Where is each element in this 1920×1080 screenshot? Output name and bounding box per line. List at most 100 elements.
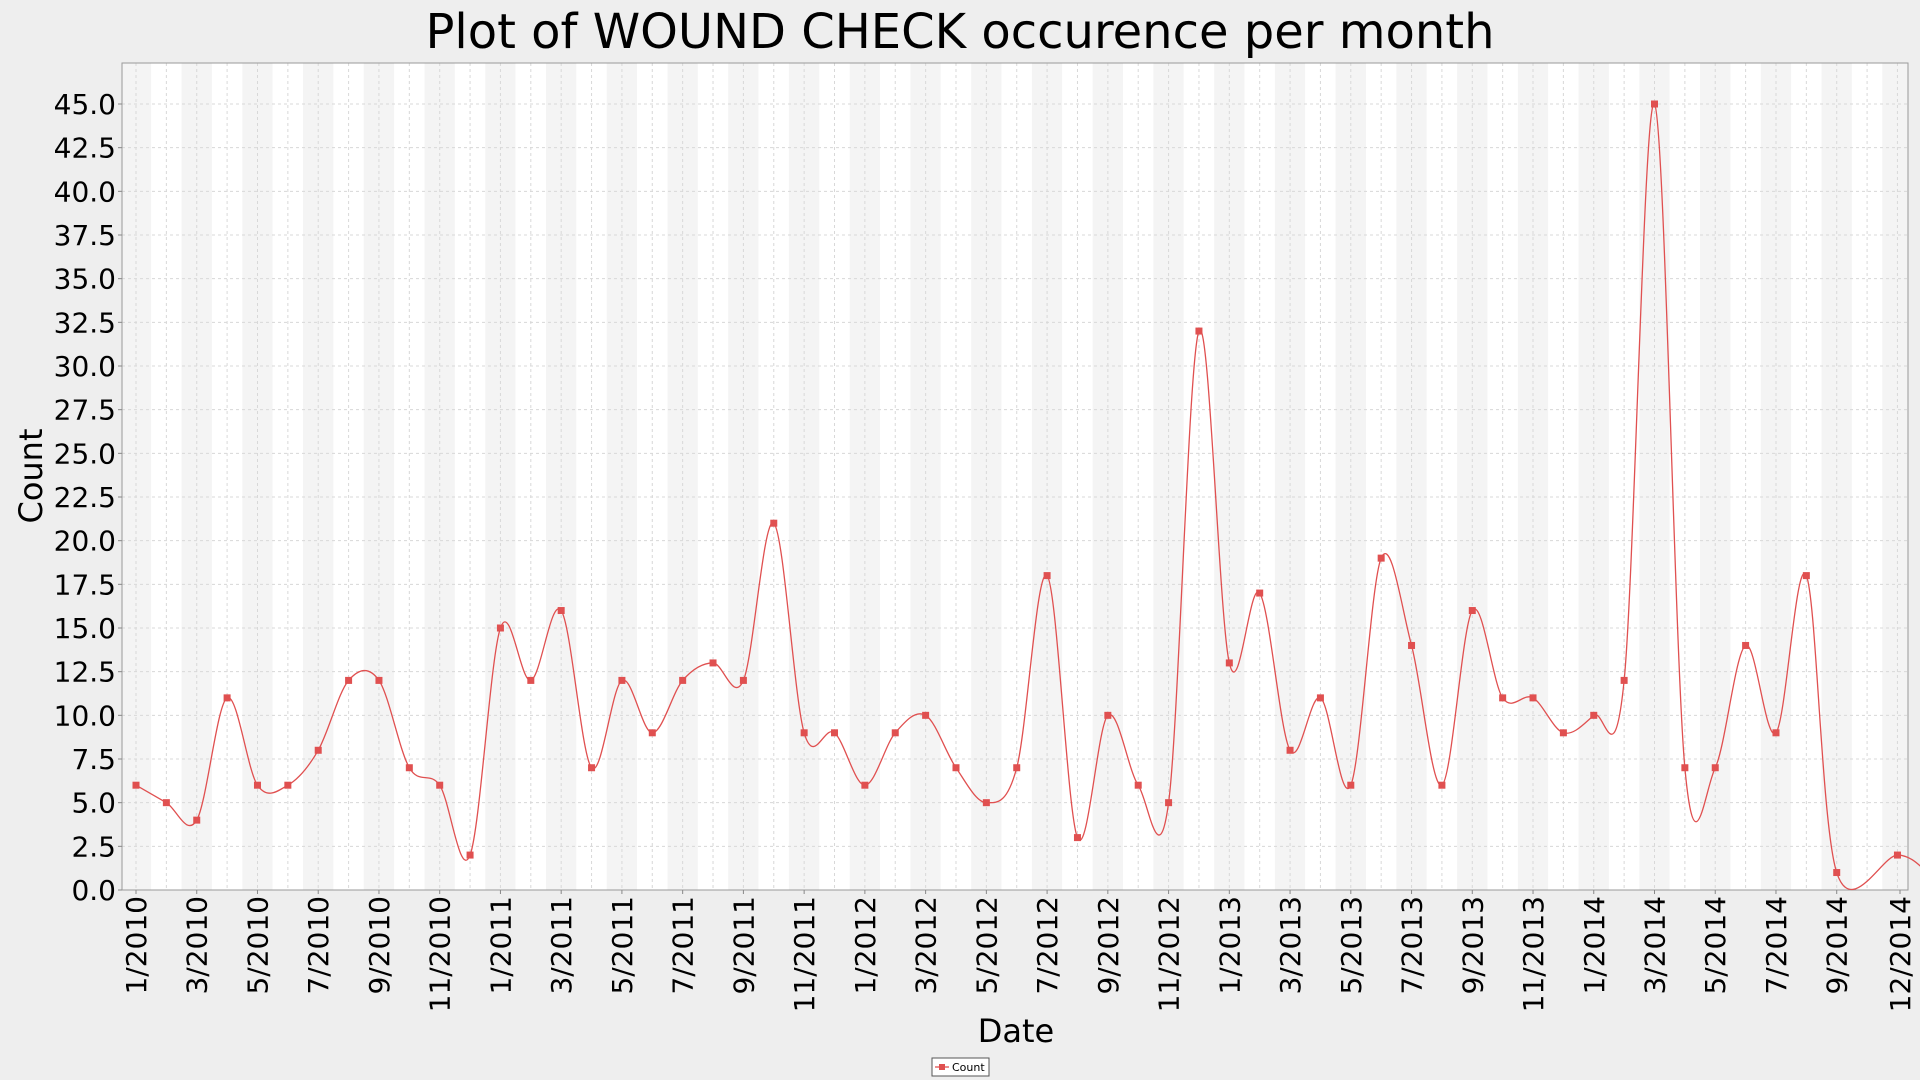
month-band	[485, 63, 516, 890]
chart-title: Plot of WOUND CHECK occurence per month	[425, 4, 1494, 60]
y-tick-label: 30.0	[54, 350, 116, 383]
data-point[interactable]	[1742, 641, 1750, 649]
data-point[interactable]	[1802, 572, 1810, 580]
data-point[interactable]	[1256, 589, 1264, 597]
data-point[interactable]	[800, 729, 808, 737]
x-tick-label: 5/2014	[1699, 896, 1732, 995]
month-band	[1153, 63, 1184, 890]
y-axis: 0.0 2.5 5.0 7.5 10.0 12.5 15.0 17.5 20.0 22.5 25.0…	[54, 88, 122, 907]
y-tick-label: 27.5	[54, 394, 116, 427]
data-point[interactable]	[496, 624, 504, 632]
data-point[interactable]	[1590, 711, 1598, 719]
data-point[interactable]	[952, 764, 960, 772]
y-tick-label: 20.0	[54, 525, 116, 558]
month-band	[1244, 63, 1275, 890]
x-tick-label: 5/2011	[606, 896, 639, 995]
x-tick-label: 3/2011	[545, 896, 578, 995]
data-point[interactable]	[405, 764, 413, 772]
data-point[interactable]	[1408, 641, 1416, 649]
data-point[interactable]	[1043, 572, 1051, 580]
month-band	[606, 63, 638, 890]
month-band	[181, 63, 212, 890]
month-band	[1426, 63, 1458, 890]
data-point[interactable]	[1529, 694, 1537, 702]
data-point[interactable]	[193, 816, 201, 824]
data-point[interactable]	[1286, 746, 1294, 754]
data-point[interactable]	[1347, 781, 1355, 789]
data-point[interactable]	[831, 729, 839, 737]
data-point[interactable]	[375, 676, 383, 684]
data-point[interactable]	[891, 729, 899, 737]
data-point[interactable]	[1104, 711, 1112, 719]
data-point[interactable]	[1620, 676, 1628, 684]
month-band	[1305, 63, 1336, 890]
data-point[interactable]	[1499, 694, 1507, 702]
data-point[interactable]	[557, 607, 565, 615]
data-point[interactable]	[253, 781, 261, 789]
data-point[interactable]	[1681, 764, 1689, 772]
y-tick-label: 5.0	[71, 787, 116, 820]
data-point[interactable]	[162, 799, 170, 807]
data-point[interactable]	[1013, 764, 1021, 772]
data-point[interactable]	[739, 676, 747, 684]
y-tick-label: 45.0	[54, 88, 116, 121]
data-point[interactable]	[982, 799, 990, 807]
month-band	[788, 63, 820, 890]
data-point[interactable]	[1559, 729, 1567, 737]
month-band	[363, 63, 395, 890]
y-tick-label: 42.5	[54, 132, 116, 165]
month-band	[1517, 63, 1549, 890]
data-point[interactable]	[1134, 781, 1142, 789]
data-point[interactable]	[588, 764, 596, 772]
data-point[interactable]	[1225, 659, 1233, 667]
y-tick-label: 22.5	[54, 481, 116, 514]
data-point[interactable]	[314, 746, 322, 754]
data-point[interactable]	[1468, 607, 1476, 615]
x-tick-label: 9/2012	[1092, 896, 1125, 995]
data-point[interactable]	[1772, 729, 1780, 737]
y-tick-label: 0.0	[71, 874, 116, 907]
data-point[interactable]	[618, 676, 626, 684]
month-band	[697, 63, 729, 890]
month-band	[1639, 63, 1670, 890]
month-band	[849, 63, 881, 890]
data-point[interactable]	[1165, 799, 1173, 807]
data-point[interactable]	[922, 711, 930, 719]
month-band	[1730, 63, 1761, 890]
x-tick-label: 9/2013	[1456, 896, 1489, 995]
data-point[interactable]	[679, 676, 687, 684]
legend-box	[931, 1057, 990, 1077]
data-point[interactable]	[345, 676, 353, 684]
data-point[interactable]	[1195, 327, 1203, 335]
series-points	[132, 100, 1901, 877]
data-point[interactable]	[1073, 834, 1081, 842]
data-point[interactable]	[1377, 554, 1385, 562]
data-point[interactable]	[709, 659, 717, 667]
month-band	[1487, 63, 1518, 890]
legend[interactable]: Count	[931, 1057, 990, 1077]
data-point[interactable]	[1316, 694, 1324, 702]
x-tick-label: 7/2011	[667, 896, 700, 995]
data-point[interactable]	[648, 729, 656, 737]
data-point[interactable]	[466, 851, 474, 859]
data-point[interactable]	[527, 676, 535, 684]
data-point[interactable]	[861, 781, 869, 789]
y-tick-label: 25.0	[54, 437, 116, 470]
data-point[interactable]	[1711, 764, 1719, 772]
legend-label: Count	[952, 1061, 985, 1074]
x-tick-label: 3/2013	[1274, 896, 1307, 995]
month-band	[1669, 63, 1701, 890]
data-point[interactable]	[1833, 869, 1841, 877]
data-point[interactable]	[284, 781, 292, 789]
data-point[interactable]	[770, 519, 778, 527]
data-point[interactable]	[1438, 781, 1446, 789]
month-band	[1396, 63, 1427, 890]
x-tick-label: 9/2011	[727, 896, 760, 995]
data-point[interactable]	[223, 694, 231, 702]
data-point[interactable]	[1893, 851, 1901, 859]
data-point[interactable]	[1651, 100, 1658, 108]
data-point[interactable]	[132, 781, 140, 789]
x-tick-label: 3/2010	[181, 896, 214, 995]
month-band	[545, 63, 577, 890]
data-point[interactable]	[436, 781, 444, 789]
